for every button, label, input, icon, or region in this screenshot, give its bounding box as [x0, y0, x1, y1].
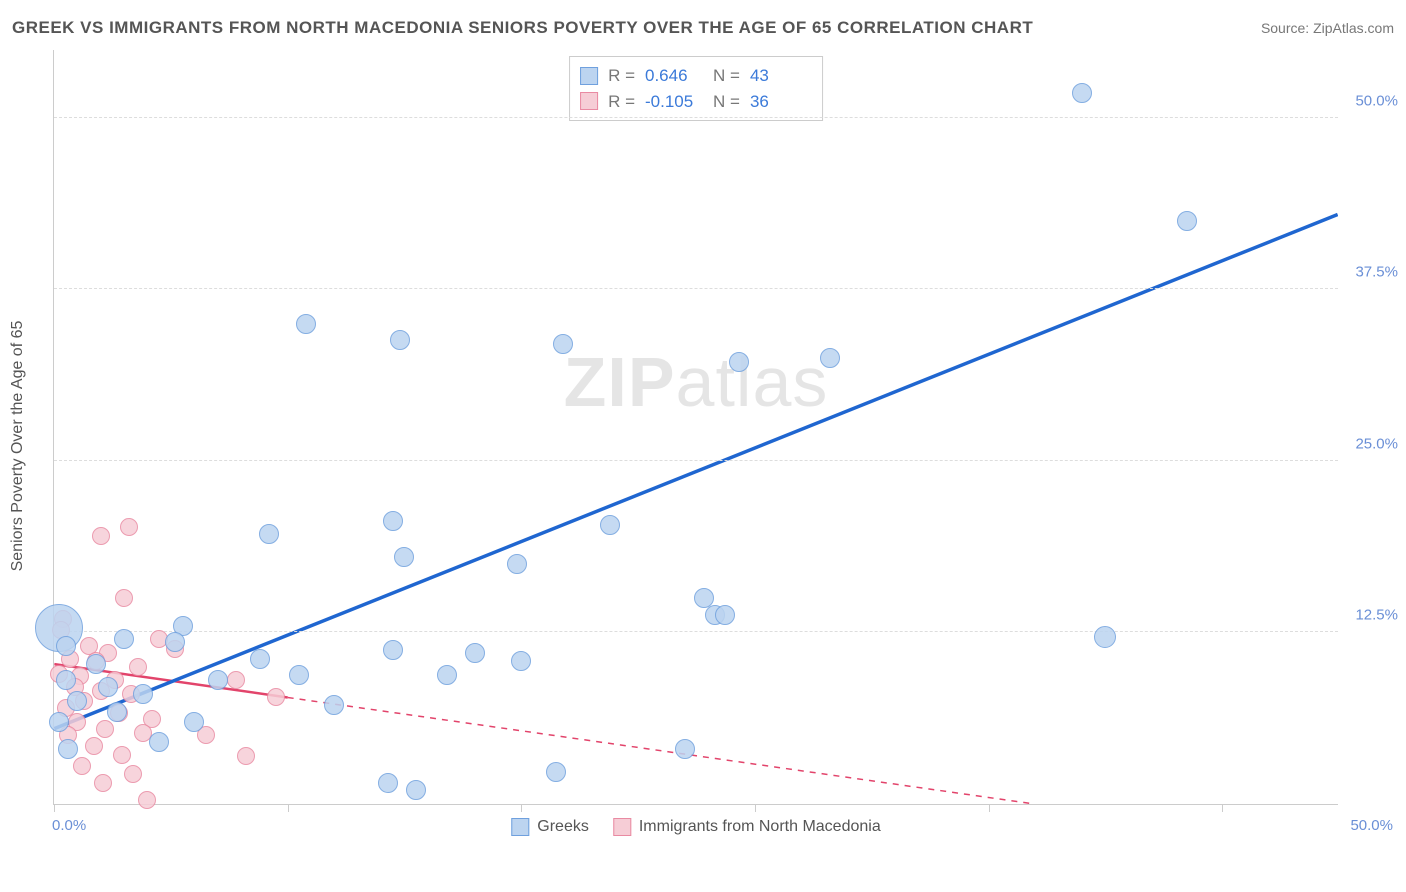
data-point-greeks	[675, 739, 695, 759]
data-point-greeks	[546, 762, 566, 782]
legend-label-greeks: Greeks	[537, 818, 589, 836]
data-point-greeks	[394, 547, 414, 567]
data-point-nmacedonia	[267, 688, 285, 706]
r-value-nmacedonia: -0.105	[645, 89, 703, 115]
trend-lines	[54, 50, 1338, 804]
data-point-greeks	[208, 670, 228, 690]
n-value-greeks: 43	[750, 63, 808, 89]
data-point-greeks	[165, 632, 185, 652]
data-point-greeks	[98, 677, 118, 697]
title-bar: GREEK VS IMMIGRANTS FROM NORTH MACEDONIA…	[12, 18, 1394, 38]
data-point-greeks	[553, 334, 573, 354]
data-point-greeks	[324, 695, 344, 715]
data-point-greeks	[107, 702, 127, 722]
data-point-greeks	[729, 352, 749, 372]
data-point-nmacedonia	[237, 747, 255, 765]
y-tick-label: 25.0%	[1343, 435, 1398, 452]
x-tick	[989, 804, 990, 812]
y-axis-title: Seniors Poverty Over the Age of 65	[9, 321, 27, 572]
stats-row-greeks: R = 0.646 N = 43	[580, 63, 808, 89]
swatch-nmacedonia-icon	[613, 818, 631, 836]
gridline	[54, 288, 1338, 289]
data-point-greeks	[149, 732, 169, 752]
x-axis-max-label: 50.0%	[1350, 817, 1393, 834]
swatch-greeks-icon	[511, 818, 529, 836]
gridline	[54, 460, 1338, 461]
data-point-greeks	[437, 665, 457, 685]
data-point-greeks	[378, 773, 398, 793]
legend-item-greeks: Greeks	[511, 818, 589, 836]
y-tick-label: 12.5%	[1343, 607, 1398, 624]
r-value-greeks: 0.646	[645, 63, 703, 89]
watermark-zip: ZIP	[564, 343, 676, 421]
data-point-greeks	[507, 554, 527, 574]
data-point-greeks	[184, 712, 204, 732]
data-point-greeks	[296, 314, 316, 334]
data-point-greeks	[465, 643, 485, 663]
data-point-greeks	[56, 636, 76, 656]
series-legend: Greeks Immigrants from North Macedonia	[511, 818, 880, 836]
swatch-greeks-icon	[580, 67, 598, 85]
data-point-nmacedonia	[129, 658, 147, 676]
data-point-nmacedonia	[120, 518, 138, 536]
x-tick	[1222, 804, 1223, 812]
data-point-nmacedonia	[96, 720, 114, 738]
gridline	[54, 117, 1338, 118]
watermark: ZIPatlas	[564, 342, 829, 422]
data-point-greeks	[114, 629, 134, 649]
data-point-nmacedonia	[124, 765, 142, 783]
n-label: N =	[713, 89, 740, 115]
n-value-nmacedonia: 36	[750, 89, 808, 115]
x-tick	[755, 804, 756, 812]
data-point-nmacedonia	[92, 527, 110, 545]
scatter-plot: ZIPatlas R = 0.646 N = 43 R = -0.105 N =…	[53, 50, 1338, 805]
data-point-nmacedonia	[115, 589, 133, 607]
x-tick	[521, 804, 522, 812]
data-point-nmacedonia	[138, 791, 156, 809]
data-point-greeks	[820, 348, 840, 368]
data-point-greeks	[511, 651, 531, 671]
data-point-nmacedonia	[85, 737, 103, 755]
source-label: Source: ZipAtlas.com	[1261, 20, 1394, 36]
data-point-nmacedonia	[113, 746, 131, 764]
y-tick-label: 37.5%	[1343, 264, 1398, 281]
data-point-greeks	[1177, 211, 1197, 231]
data-point-greeks	[133, 684, 153, 704]
correlation-stats-box: R = 0.646 N = 43 R = -0.105 N = 36	[569, 56, 823, 121]
gridline	[54, 631, 1338, 632]
data-point-greeks	[56, 670, 76, 690]
data-point-nmacedonia	[227, 671, 245, 689]
data-point-greeks	[86, 654, 106, 674]
data-point-greeks	[49, 712, 69, 732]
data-point-greeks	[715, 605, 735, 625]
data-point-nmacedonia	[73, 757, 91, 775]
swatch-nmacedonia-icon	[580, 92, 598, 110]
r-label: R =	[608, 89, 635, 115]
data-point-greeks	[383, 640, 403, 660]
data-point-greeks	[259, 524, 279, 544]
y-tick-label: 50.0%	[1343, 92, 1398, 109]
chart-title: GREEK VS IMMIGRANTS FROM NORTH MACEDONIA…	[12, 18, 1033, 38]
data-point-nmacedonia	[94, 774, 112, 792]
data-point-greeks	[383, 511, 403, 531]
data-point-greeks	[406, 780, 426, 800]
watermark-atlas: atlas	[676, 343, 829, 421]
n-label: N =	[713, 63, 740, 89]
x-tick	[288, 804, 289, 812]
data-point-greeks	[67, 691, 87, 711]
data-point-greeks	[1094, 626, 1116, 648]
data-point-greeks	[390, 330, 410, 350]
data-point-greeks	[58, 739, 78, 759]
stats-row-nmacedonia: R = -0.105 N = 36	[580, 89, 808, 115]
r-label: R =	[608, 63, 635, 89]
x-axis-zero-label: 0.0%	[52, 817, 86, 834]
data-point-greeks	[289, 665, 309, 685]
legend-label-nmacedonia: Immigrants from North Macedonia	[639, 818, 881, 836]
data-point-greeks	[1072, 83, 1092, 103]
legend-item-nmacedonia: Immigrants from North Macedonia	[613, 818, 881, 836]
x-tick	[54, 804, 55, 812]
data-point-greeks	[250, 649, 270, 669]
data-point-greeks	[600, 515, 620, 535]
